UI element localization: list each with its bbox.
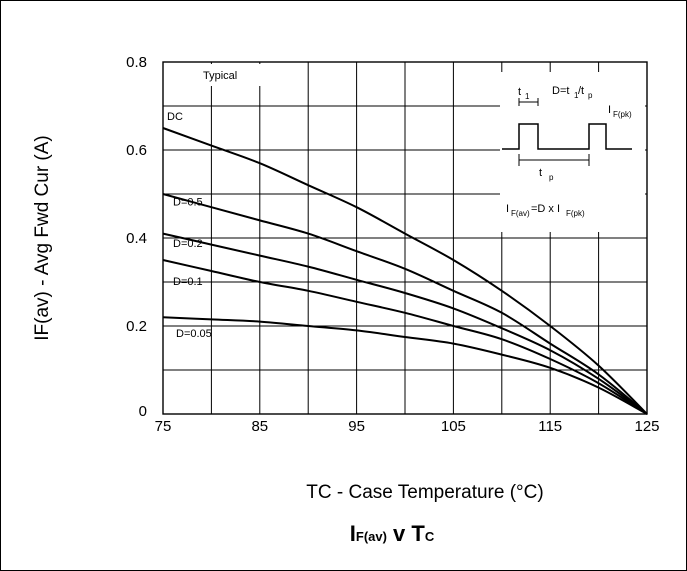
typical-bg (193, 64, 273, 86)
inset-formula-slash: /t (578, 85, 584, 97)
x-tick-label-1: 85 (251, 418, 268, 435)
plot-border (162, 61, 648, 415)
annotation-typical: Typical (203, 70, 237, 82)
y-tick-label-1: 0.2 (126, 318, 147, 335)
x-tick-label-2: 95 (348, 418, 365, 435)
x-tick-label-0: 75 (155, 418, 172, 435)
inset-eq-sub2: F(pk) (566, 209, 585, 218)
inset-eq-sub1: F(av) (511, 209, 530, 218)
series-label-3: D=0.1 (173, 276, 203, 288)
inset-bg (500, 72, 645, 232)
inset-tp-sub: p (549, 173, 554, 182)
y-axis-label: IF(av) - Avg Fwd Cur (A) (32, 135, 53, 341)
inset-ipk-sub: F(pk) (613, 110, 632, 119)
x-tick-label-3: 105 (441, 418, 466, 435)
chart-title: IF(av) v TC (350, 521, 435, 546)
x-axis-label: TC - Case Temperature (°C) (306, 482, 543, 503)
series-line-2 (162, 232, 648, 415)
series-label-4: D=0.05 (176, 328, 212, 340)
inset-pulse-wave (502, 123, 632, 150)
y-tick-label-4: 0.8 (126, 54, 147, 71)
x-tick-label-5: 125 (634, 418, 659, 435)
inset-formula-sub1: 1 (574, 91, 579, 100)
inset-formula-sub2: p (588, 91, 593, 100)
inset-tp-label: t (539, 167, 542, 179)
series-label-0: DC (167, 111, 183, 123)
inset-formula: D=t (552, 85, 569, 97)
series-line-0 (162, 127, 648, 415)
series-label-2: D=0.2 (173, 238, 203, 250)
inset-eq-i: I (506, 203, 509, 215)
y-tick-label-2: 0.4 (126, 230, 147, 247)
inset-eq-mid: =D x I (531, 203, 560, 215)
inset-t1-sub: 1 (525, 92, 530, 101)
inset-ipk: I (608, 104, 611, 116)
y-tick-label-0: 0 (139, 403, 147, 420)
series-line-3 (162, 259, 648, 415)
inset-t1-label: t (518, 86, 521, 98)
y-tick-label-3: 0.6 (126, 142, 147, 159)
series-line-1 (162, 193, 648, 415)
series-label-1: D=0.5 (173, 197, 203, 209)
x-tick-label-4: 115 (538, 418, 562, 435)
series-line-4 (162, 316, 648, 415)
